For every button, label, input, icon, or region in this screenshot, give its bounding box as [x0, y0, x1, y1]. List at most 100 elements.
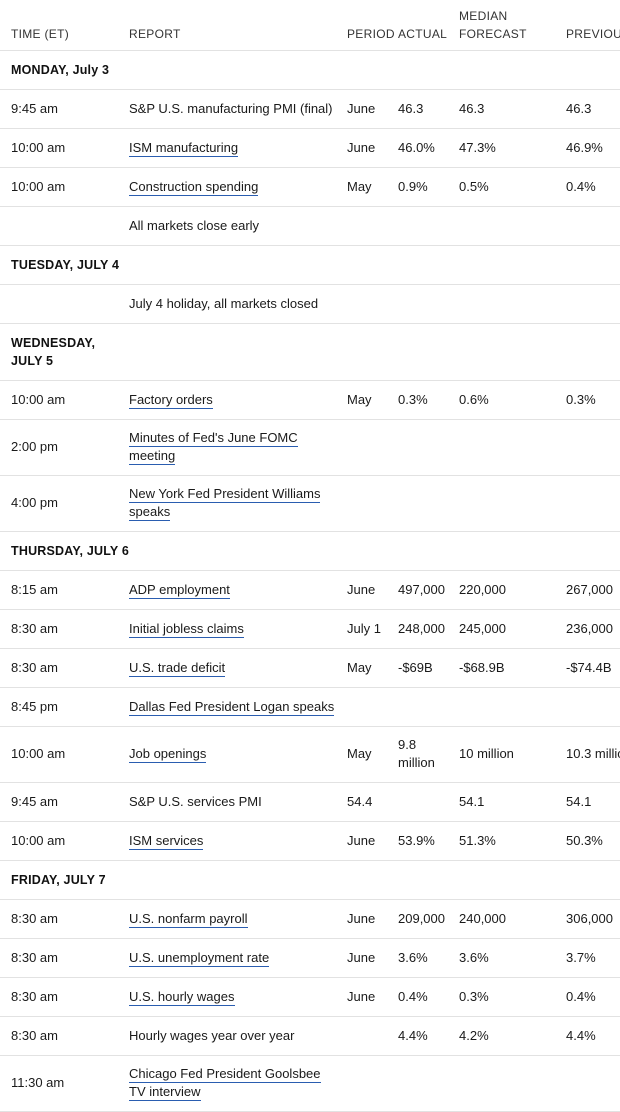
- median-forecast-cell: [448, 206, 555, 246]
- median-forecast-cell: 220,000: [448, 570, 555, 610]
- day-label: MONDAY, July 3: [0, 50, 336, 90]
- period-cell: [336, 1016, 387, 1056]
- table-row: All markets close early: [0, 206, 620, 246]
- period-cell: May: [336, 648, 387, 688]
- report-cell: Chicago Fed President Goolsbee TV interv…: [118, 1055, 336, 1112]
- report-link[interactable]: Dallas Fed President Logan speaks: [129, 698, 335, 716]
- table-row: 10:00 am Construction spending May 0.9% 0.5%…: [0, 167, 620, 207]
- time-cell: 8:15 am: [0, 570, 118, 610]
- report-link[interactable]: U.S. trade deficit: [129, 659, 226, 677]
- period-cell: June: [336, 977, 387, 1017]
- time-cell: 9:45 am: [0, 782, 118, 822]
- report-link[interactable]: Initial jobless claims: [129, 620, 244, 638]
- header-time: TIME (ET): [0, 0, 118, 51]
- time-cell: 10:00 am: [0, 821, 118, 861]
- header-report: REPORT: [118, 0, 336, 51]
- median-forecast-cell: [448, 1055, 555, 1112]
- report-link[interactable]: Job openings: [129, 746, 207, 763]
- report-cell: U.S. hourly wages: [118, 977, 336, 1017]
- report-link[interactable]: New York Fed President Williams speaks: [129, 486, 321, 521]
- previous-cell: -$74.4B: [555, 648, 620, 688]
- table-row: 10:00 am Job openings May 9.8 million 10 mil…: [0, 726, 620, 783]
- period-cell: July 1: [336, 609, 387, 649]
- time-cell: 9:45 am: [0, 89, 118, 129]
- day-row-spacer: [336, 50, 620, 90]
- period-cell: [336, 419, 387, 476]
- actual-cell: 46.0%: [387, 128, 448, 168]
- median-forecast-cell: 47.3%: [448, 128, 555, 168]
- table-row: 9:45 am S&P U.S. services PMI 54.4 54.1 54.1: [0, 782, 620, 822]
- table-row: 8:30 am Initial jobless claims July 1 248,0…: [0, 609, 620, 649]
- period-cell: May: [336, 726, 387, 783]
- median-forecast-cell: -$68.9B: [448, 648, 555, 688]
- actual-cell: -$69B: [387, 648, 448, 688]
- day-label: TUESDAY, JULY 4: [0, 245, 336, 285]
- report-link[interactable]: Factory orders: [129, 391, 213, 409]
- actual-cell: 497,000: [387, 570, 448, 610]
- period-cell: [336, 687, 387, 727]
- median-forecast-cell: 51.3%: [448, 821, 555, 861]
- period-cell: 54.4: [336, 782, 387, 822]
- previous-cell: 0.4%: [555, 167, 620, 207]
- day-header-row: MONDAY, July 3: [0, 50, 620, 90]
- table-row: July 4 holiday, all markets closed: [0, 284, 620, 324]
- day-header-row: THURSDAY, JULY 6: [0, 531, 620, 571]
- report-link[interactable]: Chicago Fed President Goolsbee TV interv…: [129, 1066, 321, 1101]
- header-period: PERIOD: [336, 0, 395, 51]
- header-row: TIME (ET) REPORT PERIOD ACTUAL MEDIAN FO…: [0, 0, 620, 51]
- previous-cell: 3.7%: [555, 938, 620, 978]
- day-row-spacer: [336, 531, 620, 571]
- report-link[interactable]: U.S. unemployment rate: [129, 949, 270, 967]
- report-cell: Hourly wages year over year: [118, 1016, 336, 1056]
- table-row: 9:45 am S&P U.S. manufacturing PMI (final…: [0, 89, 620, 129]
- report-cell: Minutes of Fed's June FOMC meeting: [118, 419, 336, 476]
- period-cell: [336, 284, 387, 324]
- actual-cell: 4.4%: [387, 1016, 448, 1056]
- header-previous: PREVIOU: [555, 0, 620, 51]
- report-link[interactable]: ISM services: [129, 832, 204, 850]
- time-cell: 8:30 am: [0, 648, 118, 688]
- report-link[interactable]: U.S. nonfarm payroll: [129, 910, 248, 928]
- report-link[interactable]: ADP employment: [129, 581, 230, 599]
- previous-cell: 54.1: [555, 782, 620, 822]
- day-label: WEDNESDAY, JULY 5: [0, 323, 118, 381]
- table-row: 8:30 am Hourly wages year over year 4.4% 4.…: [0, 1016, 620, 1056]
- day-row-spacer: [336, 245, 620, 285]
- previous-cell: 0.3%: [555, 380, 620, 420]
- report-cell: ADP employment: [118, 570, 336, 610]
- day-header-row: TUESDAY, JULY 4: [0, 245, 620, 285]
- median-forecast-cell: 240,000: [448, 899, 555, 939]
- actual-cell: [387, 782, 448, 822]
- report-cell: Dallas Fed President Logan speaks: [118, 687, 336, 727]
- time-cell: 8:30 am: [0, 1016, 118, 1056]
- actual-cell: [387, 687, 448, 727]
- report-link[interactable]: ISM manufacturing: [129, 139, 239, 157]
- median-forecast-cell: 46.3: [448, 89, 555, 129]
- report-cell: S&P U.S. services PMI: [118, 782, 336, 822]
- time-cell: 4:00 pm: [0, 475, 118, 532]
- report-cell: All markets close early: [118, 206, 336, 246]
- actual-cell: [387, 1055, 448, 1112]
- period-cell: June: [336, 899, 387, 939]
- previous-cell: 236,000: [555, 609, 620, 649]
- day-label: FRIDAY, JULY 7: [0, 860, 336, 900]
- table-row: 10:00 am ISM services June 53.9% 51.3% 50.3%: [0, 821, 620, 861]
- actual-cell: 0.9%: [387, 167, 448, 207]
- time-cell: 8:30 am: [0, 609, 118, 649]
- actual-cell: 3.6%: [387, 938, 448, 978]
- time-cell: 8:45 pm: [0, 687, 118, 727]
- report-cell: U.S. trade deficit: [118, 648, 336, 688]
- report-cell: Job openings: [118, 726, 336, 783]
- report-link[interactable]: Minutes of Fed's June FOMC meeting: [129, 430, 298, 465]
- median-forecast-cell: [448, 475, 555, 532]
- report-cell: Initial jobless claims: [118, 609, 336, 649]
- report-link[interactable]: U.S. hourly wages: [129, 988, 235, 1006]
- report-link[interactable]: Construction spending: [129, 178, 259, 196]
- median-forecast-cell: 4.2%: [448, 1016, 555, 1056]
- period-cell: May: [336, 380, 387, 420]
- time-cell: 8:30 am: [0, 899, 118, 939]
- table-row: 8:15 am ADP employment June 497,000 220,000 2…: [0, 570, 620, 610]
- period-cell: [336, 206, 387, 246]
- previous-cell: [555, 687, 620, 727]
